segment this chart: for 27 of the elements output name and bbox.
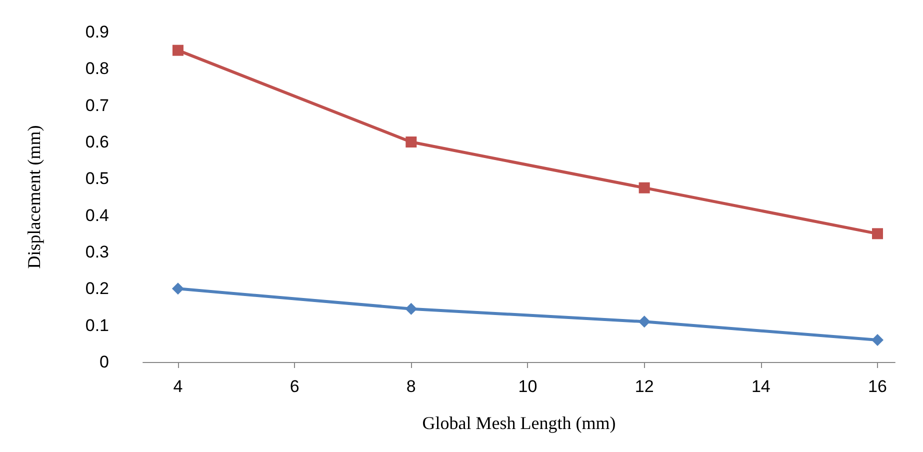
point <box>172 282 184 295</box>
y-tick-label: 0.4 <box>85 206 109 225</box>
y-axis-title: Displacement (mm) <box>24 125 44 269</box>
y-tick-label: 0.3 <box>85 242 109 262</box>
x-tick-label: 10 <box>518 377 538 396</box>
x-tick-label: 12 <box>634 377 654 396</box>
point <box>872 228 884 240</box>
y-tick-label: 0.8 <box>85 59 109 78</box>
y-tick-label: 0.9 <box>85 22 109 42</box>
point <box>172 44 184 56</box>
point <box>406 136 417 148</box>
x-tick-label: 4 <box>173 377 183 396</box>
x-tick-label: 16 <box>868 377 887 396</box>
y-tick-label: 0 <box>100 352 109 372</box>
point <box>405 302 418 315</box>
x-tick-label: 6 <box>290 377 300 396</box>
point <box>872 334 884 346</box>
y-tick-label: 0.1 <box>85 316 109 335</box>
x-axis-title: Global Mesh Length (mm) <box>422 413 616 433</box>
point <box>638 316 650 328</box>
x-tick-label: 8 <box>406 377 416 396</box>
y-tick-label: 0.5 <box>85 169 109 188</box>
y-tick-label: 0.6 <box>85 132 109 152</box>
x-tick-label: 14 <box>751 377 770 396</box>
y-tick-label: 0.2 <box>85 279 109 298</box>
point <box>638 182 650 194</box>
y-tick-label: 0.7 <box>85 96 109 115</box>
